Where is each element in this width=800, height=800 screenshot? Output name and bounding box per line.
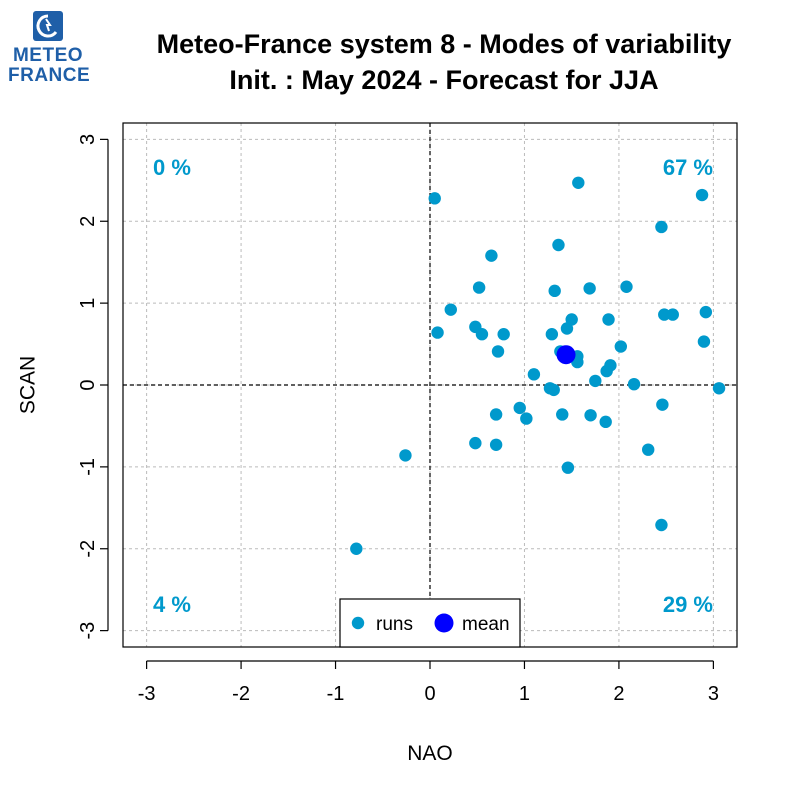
- y-tick-label: -2: [77, 540, 99, 558]
- run-point: [695, 188, 709, 202]
- run-point: [561, 461, 575, 474]
- run-point: [475, 328, 489, 341]
- run-point: [627, 377, 641, 391]
- legend-label-runs: runs: [376, 614, 413, 635]
- run-point: [584, 409, 597, 422]
- run-point: [472, 281, 486, 294]
- run-point: [428, 192, 441, 205]
- y-tick-label: -3: [77, 622, 99, 640]
- run-point: [589, 374, 602, 388]
- quadrant-label-top-left: 0 %: [153, 155, 191, 180]
- run-point: [513, 401, 526, 415]
- y-tick-label: 3: [77, 134, 99, 145]
- run-point: [658, 308, 671, 321]
- logo-emblem-icon: [33, 11, 63, 41]
- run-point: [527, 368, 541, 381]
- run-point: [552, 238, 565, 252]
- x-tick-label: -1: [327, 683, 345, 705]
- run-point: [697, 335, 711, 348]
- run-point: [556, 408, 569, 421]
- run-point: [489, 438, 503, 451]
- run-point: [655, 220, 668, 234]
- legend-label-mean: mean: [462, 614, 510, 635]
- run-point: [655, 518, 668, 532]
- run-point: [572, 176, 585, 189]
- run-point: [666, 308, 679, 321]
- run-point: [520, 412, 533, 425]
- quadrant-label-bottom-right: 29 %: [663, 592, 713, 617]
- logo-text-line2: FRANCE: [8, 65, 91, 86]
- y-axis-label: SCAN: [17, 356, 40, 414]
- mean-point: [556, 345, 576, 365]
- run-point: [491, 345, 505, 358]
- run-point: [699, 305, 713, 319]
- run-point: [614, 340, 628, 353]
- run-point: [497, 328, 510, 341]
- run-point: [431, 326, 444, 339]
- x-tick-label: 2: [613, 683, 624, 705]
- x-tick-label: 1: [519, 683, 530, 705]
- run-point: [600, 364, 613, 378]
- run-point: [350, 542, 363, 555]
- legend-marker-mean: [434, 613, 454, 633]
- run-point: [656, 398, 669, 411]
- y-tick-label: -1: [77, 458, 99, 476]
- run-point: [620, 280, 633, 293]
- run-point: [602, 313, 615, 326]
- y-tick-label: 0: [77, 379, 99, 390]
- x-tick-label: 3: [708, 683, 719, 705]
- run-point: [599, 415, 612, 429]
- x-tick-label: 0: [424, 683, 435, 705]
- chart-subtitle: Init. : May 2024 - Forecast for JJA: [229, 65, 659, 95]
- legend-marker-runs: [351, 616, 365, 630]
- run-point: [545, 328, 559, 341]
- run-point: [560, 322, 574, 335]
- quadrant-label-top-right: 67 %: [663, 155, 713, 180]
- run-point: [469, 436, 482, 450]
- run-point: [547, 383, 560, 397]
- run-point: [642, 443, 655, 456]
- quadrant-label-bottom-left: 4 %: [153, 592, 191, 617]
- chart-title: Meteo-France system 8 - Modes of variabi…: [156, 29, 732, 59]
- run-point: [444, 303, 457, 316]
- x-tick-label: -2: [232, 683, 250, 705]
- y-tick-label: 2: [77, 216, 99, 227]
- run-point: [712, 382, 726, 395]
- y-tick-label: 1: [77, 298, 99, 309]
- run-point: [489, 408, 503, 421]
- run-point: [485, 249, 498, 262]
- legend-box: [339, 598, 521, 648]
- x-axis-label: NAO: [407, 742, 453, 765]
- meteo-france-logo: METEO FRANCE: [8, 10, 91, 90]
- logo-text-line1: METEO: [12, 45, 84, 66]
- x-tick-label: -3: [138, 683, 156, 705]
- run-point: [583, 282, 596, 295]
- run-point: [548, 284, 561, 298]
- run-point: [399, 449, 412, 462]
